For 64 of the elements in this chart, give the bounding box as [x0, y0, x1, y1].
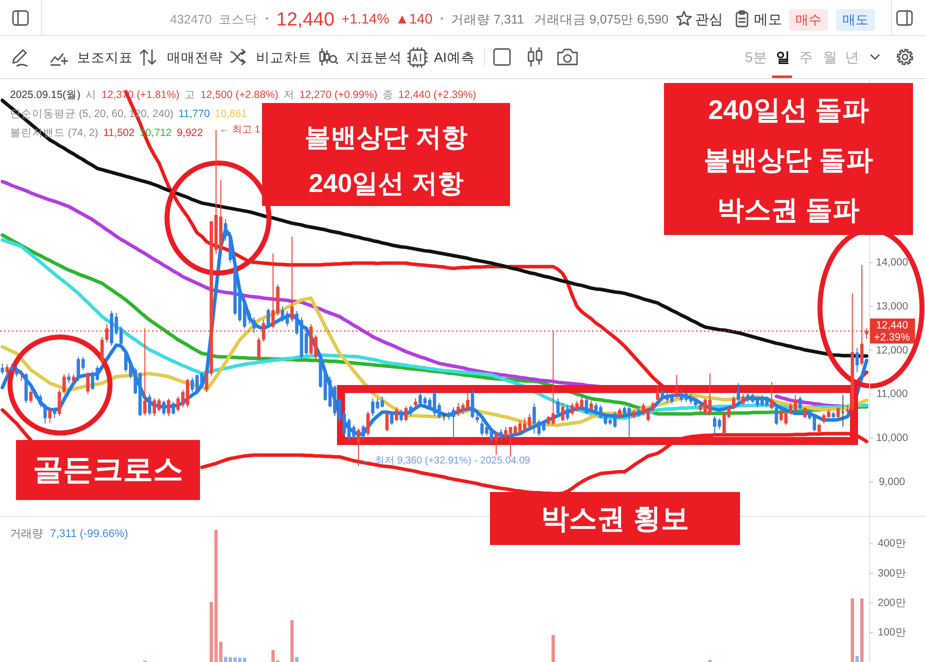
text: AI예측	[434, 50, 475, 65]
text: 관심	[695, 11, 723, 27]
text: ▲140	[395, 10, 433, 26]
text: 메모	[754, 11, 782, 27]
y-tick-label: 14,000	[876, 256, 908, 269]
text: 비교차트	[256, 50, 312, 65]
text: 거래량 7,311	[451, 12, 524, 26]
bar	[552, 634, 555, 662]
text: 코스닥	[218, 12, 258, 26]
text: 거래량	[10, 528, 43, 540]
bar	[295, 657, 298, 662]
annotation: 12,270 (+0.99%)	[299, 89, 378, 101]
text: 5분	[745, 49, 767, 65]
bar	[850, 598, 854, 662]
annotation: 고	[184, 89, 196, 101]
text: 매매전략	[167, 50, 223, 65]
text: 지표분석	[346, 50, 402, 65]
annotation: 240일선 돌파	[708, 95, 869, 125]
bar	[855, 656, 859, 662]
y-tick-label: 13,000	[876, 300, 908, 312]
ref-line-label: 12,440	[876, 320, 908, 332]
y-tick-label: 300만	[878, 567, 906, 580]
text: 12,440	[276, 10, 334, 30]
y-tick-label: 100만	[878, 626, 906, 639]
text: 매수	[796, 12, 822, 27]
annotation: 볼밴상단 저항	[304, 122, 468, 152]
annotation: 볼밴상단 돌파	[704, 145, 874, 175]
annotation: 골든크로스	[33, 454, 183, 486]
y-tick-label: 400만	[878, 538, 906, 550]
annotation: 종	[382, 89, 394, 101]
y-tick-label: 10,000	[876, 432, 908, 444]
text: 년	[845, 49, 859, 65]
annotation: 저	[283, 89, 294, 101]
text: +2.39%	[874, 332, 910, 344]
candlestick	[675, 374, 678, 399]
annotation: 시	[86, 89, 97, 101]
annotation: 박스권 횡보	[541, 503, 689, 534]
candlestick	[20, 370, 24, 381]
annotation: ← 최고 1	[219, 124, 261, 136]
text: 보조지표	[77, 50, 133, 65]
annotation: 240일선 저항	[308, 168, 464, 198]
text: 월	[823, 49, 837, 65]
annotation: 12,440 (+2.39%)	[398, 89, 476, 101]
candlestick	[841, 395, 845, 427]
text: 매도	[842, 12, 868, 27]
y-tick-label: 11,000	[876, 388, 908, 400]
annotation: 11,770	[178, 108, 210, 120]
text: +1.14%	[341, 10, 390, 26]
bar	[860, 598, 864, 662]
y-tick-label: 9,000	[878, 476, 906, 488]
annotation: 9,922	[176, 127, 204, 139]
annotation: 12,500 (+2.88%)	[200, 89, 278, 101]
text: 432470	[170, 12, 212, 26]
annotation: 11,502	[103, 127, 135, 139]
y-tick-label: 200만	[878, 596, 906, 609]
annotation: 2025.09.15(월)	[10, 89, 81, 101]
text: 일	[776, 49, 790, 65]
text: 주	[799, 49, 813, 65]
annotation: 10,861	[214, 108, 248, 120]
bar	[290, 620, 294, 662]
annotation: 7,311 (-99.66%)	[50, 528, 128, 540]
y-tick-label: 12,000	[876, 344, 908, 356]
annotation: 박스권 돌파	[717, 195, 860, 225]
text: 거래대금 9,075만 6,590	[534, 12, 668, 26]
